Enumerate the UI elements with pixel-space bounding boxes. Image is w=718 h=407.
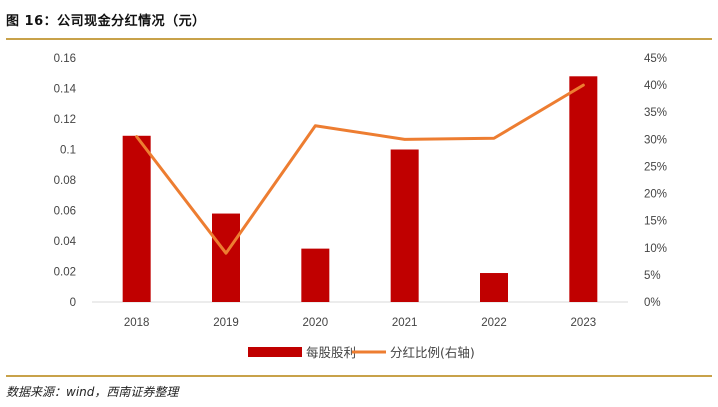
x-tick-label: 2019 [213, 317, 239, 329]
y-left-tick-label: 0.16 [54, 53, 76, 65]
bottom-rule [6, 375, 712, 377]
legend-line-label: 分红比例(右轴) [390, 345, 475, 360]
y-right-tick-label: 25% [644, 161, 667, 173]
y-axis-left: 0 0.02 0.04 0.06 0.08 0.1 0.12 0.14 0.16 [54, 53, 77, 309]
bar-series [122, 76, 598, 302]
legend-bar-label: 每股股利 [306, 345, 356, 360]
line-path [135, 83, 585, 255]
y-left-tick-label: 0.06 [54, 206, 76, 218]
top-rule [6, 38, 712, 40]
bar [301, 248, 330, 302]
x-tick-label: 2021 [392, 317, 418, 329]
y-right-tick-label: 30% [644, 134, 667, 146]
y-right-tick-label: 5% [644, 270, 661, 282]
y-right-tick-label: 0% [644, 297, 661, 309]
x-tick-label: 2018 [124, 317, 150, 329]
y-left-tick-label: 0.02 [54, 267, 76, 279]
bar [212, 213, 240, 302]
y-right-tick-label: 35% [644, 107, 667, 119]
x-tick-label: 2020 [303, 317, 329, 329]
source-note: 数据来源：wind，西南证券整理 [6, 385, 179, 399]
x-tick-label: 2022 [481, 317, 507, 329]
bar [390, 149, 419, 302]
bar [122, 135, 151, 302]
y-left-tick-label: 0.08 [54, 175, 76, 187]
y-right-tick-label: 20% [644, 189, 667, 201]
legend-bar-swatch [248, 347, 302, 357]
y-left-tick-label: 0.14 [54, 84, 77, 96]
bar [480, 273, 508, 302]
y-right-tick-label: 10% [644, 243, 667, 255]
figure-title: 图 16：公司现金分红情况（元） [6, 14, 206, 29]
bar [569, 76, 598, 302]
y-right-tick-label: 45% [644, 53, 667, 65]
x-axis: 2018 2019 2020 2021 2022 2023 [92, 301, 628, 329]
y-right-tick-label: 40% [644, 80, 667, 92]
y-right-tick-label: 15% [644, 216, 667, 228]
y-left-tick-label: 0.1 [60, 145, 76, 157]
line-series [135, 83, 585, 255]
x-tick-label: 2023 [571, 317, 597, 329]
y-axis-right: 0% 5% 10% 15% 20% 25% 30% 35% 40% 45% [644, 53, 667, 309]
y-left-tick-label: 0.04 [54, 236, 77, 248]
y-left-tick-label: 0 [70, 297, 76, 309]
y-left-tick-label: 0.12 [54, 114, 76, 126]
legend: 每股股利 分红比例(右轴) [248, 345, 475, 360]
